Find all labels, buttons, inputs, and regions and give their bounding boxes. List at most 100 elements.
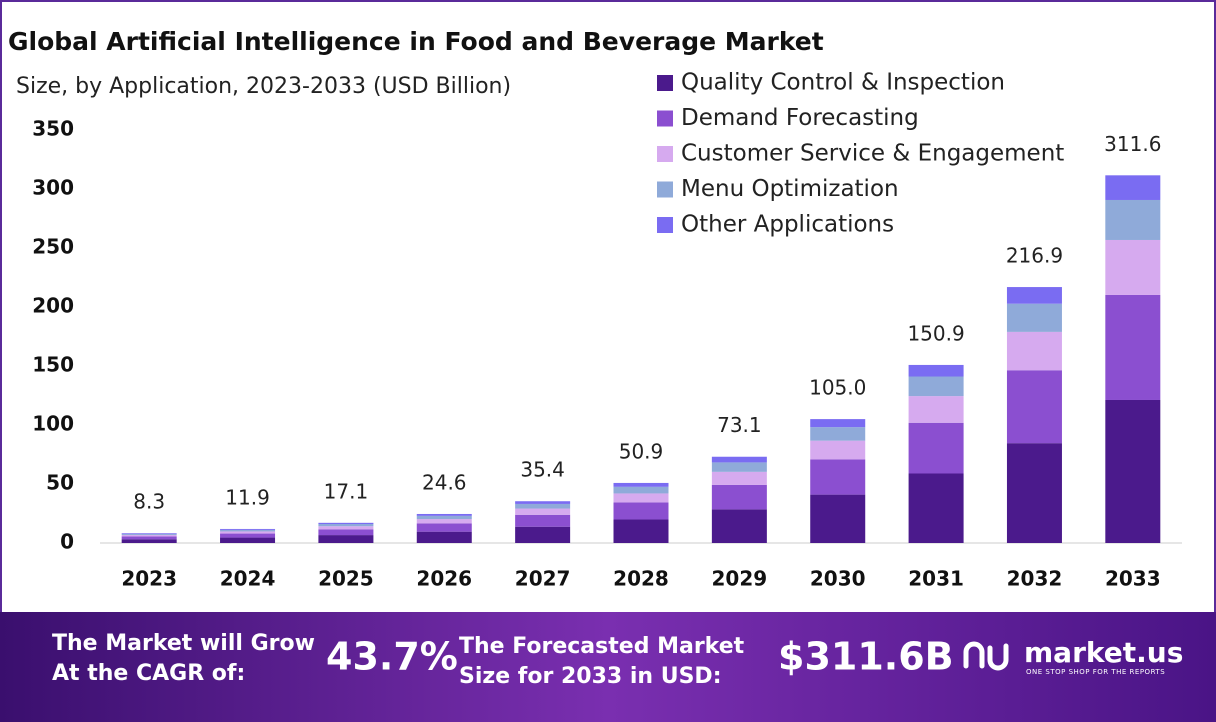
- total-label: 311.6: [1104, 132, 1161, 156]
- total-label: 73.1: [717, 413, 762, 437]
- x-tick-label: 2030: [810, 567, 866, 591]
- bar-segment: [121, 533, 177, 534]
- bar-segment: [613, 519, 669, 543]
- bar-segment: [1006, 370, 1062, 444]
- bar-segment: [416, 531, 472, 543]
- bar-segment: [416, 513, 472, 516]
- bar-segment: [1006, 443, 1062, 543]
- bar-segment: [810, 440, 866, 460]
- cagr-value: 43.7%: [326, 635, 458, 679]
- bar-segment: [121, 536, 177, 540]
- bar-segment: [908, 473, 964, 543]
- total-label: 105.0: [809, 376, 866, 400]
- bar-segment: [121, 534, 177, 537]
- total-label: 35.4: [520, 458, 565, 482]
- bar-segment: [121, 533, 177, 535]
- bar-segment: [613, 502, 669, 520]
- bar-segment: [711, 509, 767, 543]
- bar-segment: [810, 459, 866, 495]
- size-text: Size for 2033 in USD:: [459, 664, 722, 689]
- bar-segment: [1006, 331, 1062, 371]
- bar-segment: [515, 514, 571, 527]
- x-tick-label: 2023: [121, 567, 177, 591]
- brand: market.us: [1024, 636, 1183, 669]
- total-label: 11.9: [225, 485, 270, 509]
- bar-segment: [416, 519, 472, 524]
- bar-segment: [1006, 287, 1062, 304]
- y-tick-label: 350: [32, 117, 74, 141]
- legend-label: Menu Optimization: [681, 176, 899, 202]
- bar-segment: [810, 419, 866, 428]
- x-tick-label: 2027: [515, 567, 571, 591]
- chart-title: Global Artificial Intelligence in Food a…: [8, 27, 824, 56]
- y-tick-label: 300: [32, 176, 74, 200]
- y-tick-label: 150: [32, 353, 74, 377]
- bar-segment: [416, 523, 472, 532]
- bar-segment: [318, 529, 374, 536]
- legend-swatch: [657, 110, 673, 127]
- x-tick-label: 2026: [416, 567, 472, 591]
- y-tick-label: 0: [60, 530, 74, 554]
- legend-label: Other Applications: [681, 212, 894, 238]
- bar-segment: [121, 539, 177, 543]
- total-label: 24.6: [422, 470, 467, 494]
- size-text: The Forecasted Market: [459, 634, 745, 659]
- y-tick-label: 200: [32, 294, 74, 318]
- y-tick-label: 100: [32, 412, 74, 436]
- x-tick-label: 2029: [712, 567, 768, 591]
- bar-segment: [711, 456, 767, 463]
- bar-segment: [1006, 303, 1062, 332]
- bar-segment: [908, 396, 964, 423]
- legend-swatch: [657, 181, 673, 198]
- total-label: 17.1: [324, 479, 369, 503]
- bar-segment: [416, 515, 472, 520]
- bar-segment: [515, 526, 571, 543]
- size-value: $311.6B: [778, 635, 954, 679]
- bar-segment: [318, 535, 374, 543]
- bar-segment: [908, 422, 964, 474]
- bar-segment: [711, 471, 767, 485]
- y-tick-label: 50: [46, 471, 74, 495]
- legend-swatch: [657, 146, 673, 162]
- bar-segment: [1105, 294, 1161, 400]
- bar-segment: [318, 524, 374, 527]
- bar-segment: [220, 531, 276, 534]
- legend-swatch: [657, 217, 673, 233]
- bar-segment: [613, 486, 669, 494]
- footer-band: [0, 612, 1216, 722]
- bar-segment: [515, 508, 571, 515]
- legend-label: Demand Forecasting: [681, 105, 919, 131]
- bar-segment: [220, 537, 276, 543]
- x-tick-label: 2031: [908, 567, 964, 591]
- legend-swatch: [657, 75, 673, 91]
- bar-segment: [1105, 239, 1161, 295]
- bar-segment: [220, 528, 276, 530]
- bar-segment: [810, 427, 866, 441]
- y-tick-label: 250: [32, 235, 74, 259]
- bar-segment: [318, 526, 374, 530]
- x-tick-label: 2024: [220, 567, 276, 591]
- bar-segment: [711, 462, 767, 472]
- bar-segment: [810, 494, 866, 543]
- cagr-text: At the CAGR of:: [52, 661, 245, 686]
- x-tick-label: 2028: [613, 567, 669, 591]
- bar-segment: [1105, 199, 1161, 240]
- total-label: 50.9: [619, 439, 664, 463]
- bar-segment: [1105, 175, 1161, 200]
- x-tick-label: 2032: [1007, 567, 1063, 591]
- bar-segment: [1105, 399, 1161, 543]
- cagr-text: The Market will Grow: [52, 631, 315, 656]
- bar-segment: [613, 493, 669, 503]
- bar-segment: [613, 482, 669, 487]
- legend-label: Quality Control & Inspection: [681, 70, 1005, 96]
- legend-label: Customer Service & Engagement: [681, 141, 1064, 167]
- logo-icon: [963, 641, 1009, 671]
- bar-segment: [908, 364, 964, 377]
- bar-segment: [908, 376, 964, 397]
- bar-segment: [220, 533, 276, 538]
- x-tick-label: 2025: [318, 567, 374, 591]
- total-label: 216.9: [1006, 244, 1063, 268]
- total-label: 8.3: [133, 490, 165, 514]
- chart-subtitle: Size, by Application, 2023-2033 (USD Bil…: [16, 74, 511, 99]
